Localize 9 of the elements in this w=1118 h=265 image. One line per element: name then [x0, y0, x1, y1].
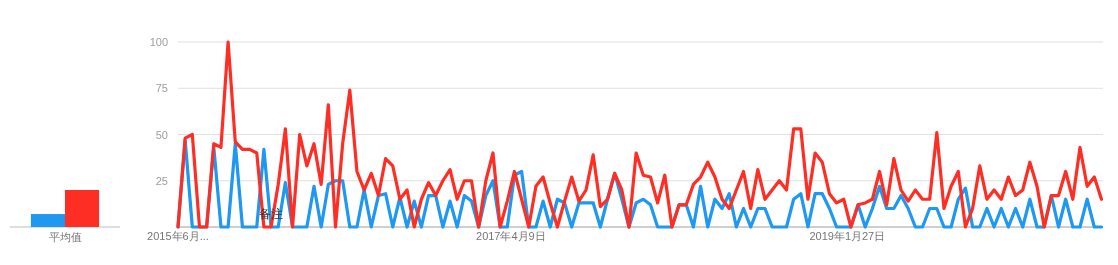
y-tick-label: 75	[155, 82, 168, 95]
x-tick-label: 平均值	[48, 231, 82, 243]
x-tick-label: 2019年1月27日	[809, 230, 886, 242]
y-tick-label: 50	[155, 128, 168, 141]
x-tick-label: 2015年6月...	[147, 230, 209, 242]
y-tick-label: 25	[155, 174, 168, 187]
y-tick-label: 100	[149, 36, 168, 48]
x-tick-label: 2017年4月9日	[476, 230, 546, 242]
annotation: 备注	[259, 206, 284, 221]
